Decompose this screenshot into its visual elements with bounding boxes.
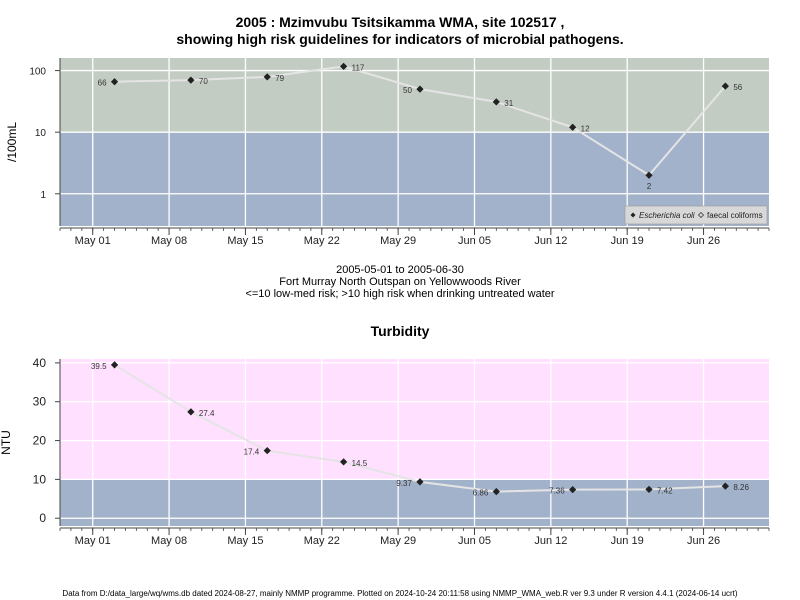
turbidity-chart-title: Turbidity: [370, 323, 430, 339]
data-label: 17.4: [244, 448, 260, 457]
y-tick-label: 1: [40, 190, 46, 201]
legend-marker-0: [630, 212, 636, 218]
data-label: 117: [352, 63, 365, 72]
data-label: 9.37: [396, 479, 412, 488]
data-label: 27.4: [199, 409, 215, 418]
x-tick-label: Jun 12: [534, 535, 567, 547]
x-tick-label: May 22: [304, 235, 340, 247]
data-label: 66: [98, 79, 107, 88]
x-tick-label: May 08: [151, 535, 187, 547]
x-tick-label: Jun 05: [458, 235, 491, 247]
data-point: [645, 171, 653, 179]
y-tick-label: 30: [33, 395, 47, 409]
chart1-title-line1: 2005 : Mzimvubu Tsitsikamma WMA, site 10…: [235, 14, 565, 30]
data-label: 14.5: [352, 459, 368, 468]
x-tick-label: Jun 26: [687, 235, 720, 247]
y-tick-label: 10: [33, 472, 47, 486]
y-tick-label: 10: [35, 128, 47, 139]
data-point: [492, 98, 500, 106]
data-point: [110, 361, 119, 369]
x-tick-label: May 15: [227, 235, 263, 247]
data-point: [263, 73, 271, 81]
chart1-title-line2: showing high risk guidelines for indicat…: [176, 31, 624, 47]
data-label: 70: [199, 77, 208, 86]
y-tick-label: 20: [33, 434, 47, 448]
x-tick-label: Jun 05: [458, 535, 491, 547]
legend-marker-1: [698, 212, 704, 218]
x-tick-label: May 08: [151, 235, 187, 247]
data-point: [187, 408, 195, 416]
data-label: 12: [581, 124, 590, 133]
legend: Escherichia coli faecal coliforms: [624, 205, 768, 225]
data-point: [721, 82, 729, 90]
data-point: [416, 85, 424, 93]
data-label: 31: [504, 99, 513, 108]
x-tick-label: May 01: [75, 235, 111, 247]
data-label: 39.5: [91, 362, 107, 371]
y-tick-label: 40: [33, 356, 47, 370]
x-tick-label: May 22: [304, 535, 340, 547]
x-tick-label: Jun 19: [611, 535, 644, 547]
data-point: [492, 487, 500, 496]
data-point: [569, 123, 577, 131]
band-1: [60, 359, 769, 480]
y-axis-label: NTU: [0, 430, 13, 455]
x-tick-label: May 01: [75, 535, 111, 547]
legend-label-0: Escherichia coli: [639, 211, 695, 220]
y-axis-label: /100mL: [5, 122, 19, 162]
data-label: 7.36: [549, 487, 565, 496]
data-point: [721, 482, 729, 490]
data-label: 2: [647, 182, 652, 191]
x-tick-label: Jun 12: [534, 235, 567, 247]
data-label: 79: [275, 74, 284, 83]
data-point: [569, 486, 577, 494]
data-label: 50: [403, 86, 412, 95]
x-tick-label: May 29: [380, 235, 416, 247]
location-text: Fort Murray North Outspan on Yellowwoods…: [279, 276, 521, 288]
date-range-text: 2005-05-01 to 2005-06-30: [336, 264, 464, 276]
data-point: [339, 62, 348, 70]
risk-note-text: <=10 low-med risk; >10 high risk when dr…: [245, 288, 555, 300]
data-point: [263, 447, 271, 455]
data-label: 6.86: [473, 489, 489, 498]
data-point: [187, 76, 195, 84]
data-point: [416, 478, 424, 486]
footer-note: Data from D:/data_large/wq/wms.db dated …: [62, 589, 738, 598]
y-tick-label: 100: [29, 67, 46, 78]
x-tick-label: Jun 19: [611, 235, 644, 247]
x-tick-label: May 15: [227, 535, 263, 547]
y-tick-label: 0: [39, 511, 46, 525]
data-label: 56: [733, 83, 742, 92]
x-tick-label: Jun 26: [687, 535, 720, 547]
data-label: 7.42: [657, 486, 673, 495]
x-tick-label: May 29: [380, 535, 416, 547]
legend-box: [624, 205, 768, 225]
data-point: [110, 78, 119, 86]
data-label: 8.26: [733, 483, 749, 492]
legend-label-1: faecal coliforms: [707, 211, 763, 220]
data-point: [645, 485, 653, 494]
data-point: [339, 458, 348, 466]
